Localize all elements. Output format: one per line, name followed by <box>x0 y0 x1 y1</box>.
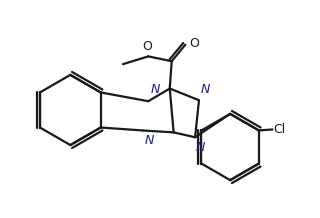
Text: Cl: Cl <box>274 123 286 136</box>
Text: N: N <box>201 83 210 96</box>
Text: N: N <box>196 141 205 154</box>
Text: O: O <box>189 37 199 50</box>
Text: O: O <box>142 41 152 53</box>
Text: N: N <box>144 134 154 147</box>
Text: N: N <box>150 83 160 96</box>
